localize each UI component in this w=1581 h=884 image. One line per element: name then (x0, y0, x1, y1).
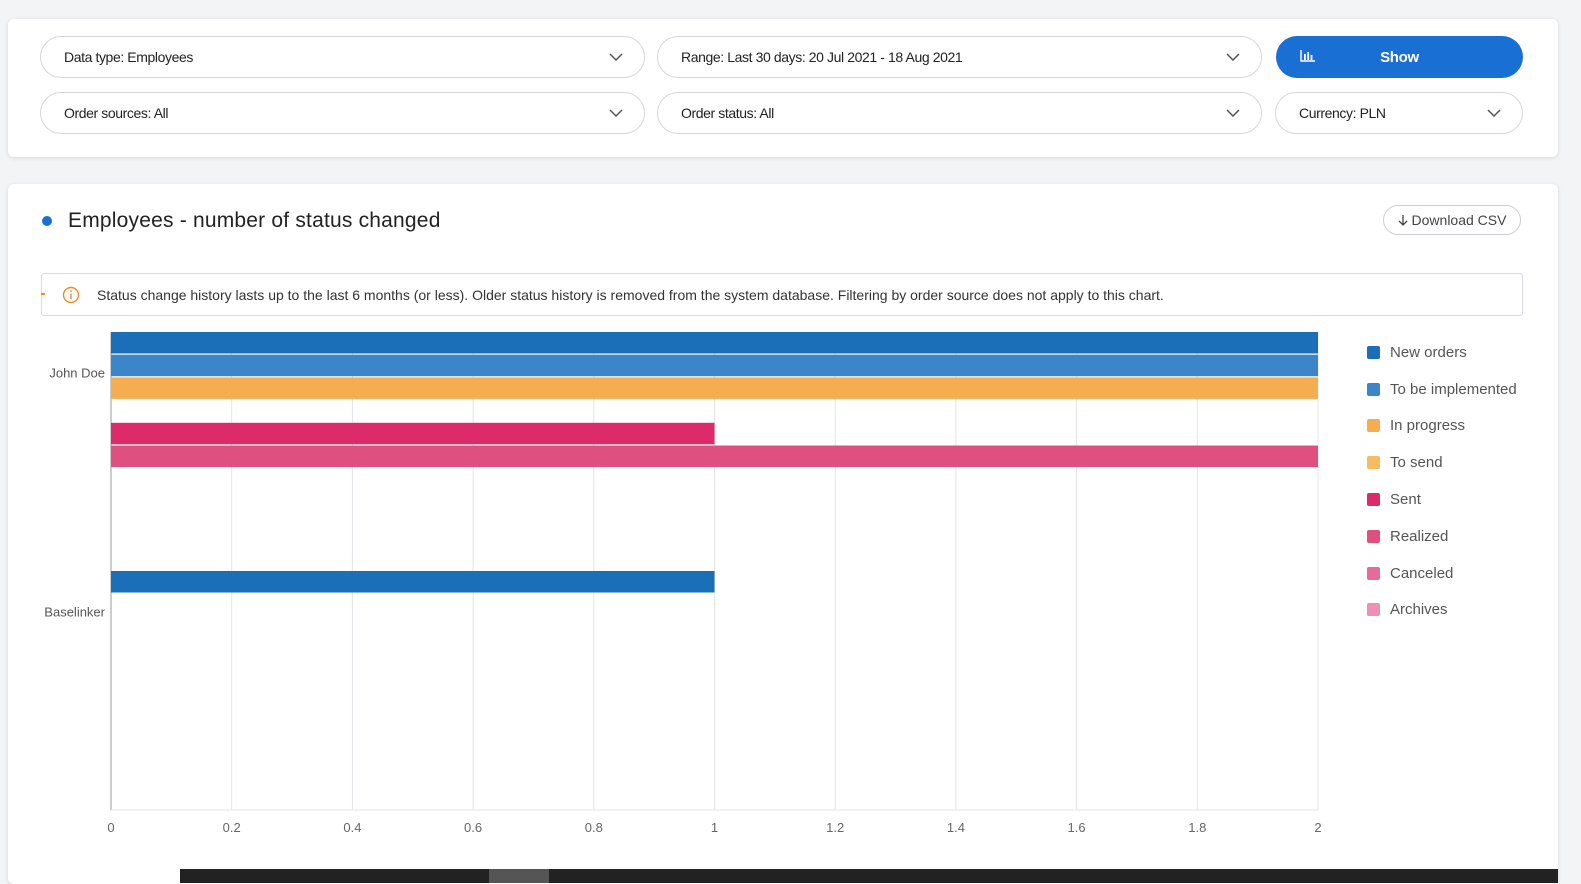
currency-select[interactable]: Currency: PLN (1275, 92, 1523, 134)
bar-chart-icon (1300, 49, 1316, 67)
legend-label: Sent (1390, 491, 1421, 509)
info-notice: Status change history lasts up to the la… (41, 273, 1523, 316)
chart-panel: Employees - number of status changed Dow… (8, 184, 1558, 884)
x-tick-label: 0.4 (343, 820, 361, 835)
download-csv-button[interactable]: Download CSV (1383, 205, 1521, 235)
legend-label: To send (1390, 454, 1443, 472)
x-tick-label: 1 (711, 820, 718, 835)
legend-swatch (1367, 419, 1380, 433)
legend-label: To be implemented (1390, 380, 1517, 398)
legend-item[interactable]: To send (1367, 444, 1517, 481)
legend-label: New orders (1390, 343, 1467, 361)
bar-new-orders (111, 332, 1318, 354)
bar-to-be-implemented (111, 354, 1318, 377)
info-icon (62, 286, 80, 304)
legend-swatch (1367, 382, 1380, 396)
data-type-select[interactable]: Data type: Employees (40, 36, 645, 78)
legend-item[interactable]: In progress (1367, 408, 1517, 445)
title-bullet (42, 216, 52, 226)
legend-swatch (1367, 456, 1380, 470)
chevron-down-icon (1225, 105, 1241, 121)
chevron-down-icon (608, 105, 624, 121)
x-tick-label: 0 (107, 820, 114, 835)
legend-label: Archives (1390, 601, 1448, 619)
legend-label: In progress (1390, 417, 1466, 435)
legend-label: Canceled (1390, 564, 1454, 582)
range-select[interactable]: Range: Last 30 days: 20 Jul 2021 - 18 Au… (657, 36, 1262, 78)
x-tick-label: 0.2 (223, 820, 241, 835)
y-category-label: John Doe (49, 365, 105, 380)
chevron-down-icon (1225, 49, 1241, 65)
download-csv-label: Download CSV (1411, 212, 1507, 228)
arrow-down-icon (1398, 214, 1408, 226)
legend-swatch (1367, 345, 1380, 359)
legend-swatch (1367, 529, 1380, 543)
legend-item[interactable]: New orders (1367, 334, 1517, 371)
x-tick-label: 1.8 (1188, 820, 1206, 835)
legend-item[interactable]: Canceled (1367, 555, 1517, 592)
x-tick-label: 2 (1314, 820, 1321, 835)
legend-item[interactable]: Archives (1367, 592, 1517, 629)
y-category-label: Baselinker (44, 604, 105, 619)
filters-panel: Data type: Employees Range: Last 30 days… (8, 19, 1558, 157)
legend-swatch (1367, 493, 1380, 507)
order-status-select[interactable]: Order status: All (657, 92, 1262, 134)
legend-item[interactable]: To be implemented (1367, 371, 1517, 408)
x-tick-label: 1.4 (947, 820, 965, 835)
order-sources-label: Order sources: All (64, 105, 169, 121)
show-button-label: Show (1380, 48, 1419, 66)
order-sources-select[interactable]: Order sources: All (40, 92, 645, 134)
x-tick-label: 1.6 (1068, 820, 1086, 835)
legend-swatch (1367, 603, 1380, 617)
legend-item[interactable]: Realized (1367, 518, 1517, 555)
bar-chart: 0 0.2 0.4 0.6 0.8 1 1.2 1.4 1.6 1.8 2 John Doe Basel… (44, 332, 1322, 835)
bar-sent (111, 422, 715, 445)
order-status-label: Order status: All (681, 105, 774, 121)
legend-swatch (1367, 566, 1380, 580)
chart-title: Employees - number of status changed (68, 209, 441, 232)
chevron-down-icon (1486, 105, 1502, 121)
data-type-label: Data type: Employees (64, 49, 193, 65)
show-button[interactable]: Show (1276, 36, 1523, 78)
x-tick-label: 0.6 (464, 820, 482, 835)
x-tick-label: 0.8 (585, 820, 603, 835)
x-tick-label: 1.2 (826, 820, 844, 835)
scrollbar-thumb[interactable] (489, 869, 549, 883)
bar-in-progress (111, 377, 1318, 399)
notice-marker (41, 293, 45, 295)
chart-legend: New orders To be implemented In progress To… (1367, 334, 1517, 628)
currency-label: Currency: PLN (1299, 105, 1386, 121)
range-label: Range: Last 30 days: 20 Jul 2021 - 18 Au… (681, 49, 963, 65)
bar-realized (111, 445, 1318, 467)
info-text: Status change history lasts up to the la… (97, 286, 1164, 303)
legend-label: Realized (1390, 527, 1449, 545)
chevron-down-icon (608, 49, 624, 65)
horizontal-scrollbar[interactable] (180, 869, 1558, 883)
bar-new-orders (111, 571, 715, 593)
legend-item[interactable]: Sent (1367, 481, 1517, 518)
